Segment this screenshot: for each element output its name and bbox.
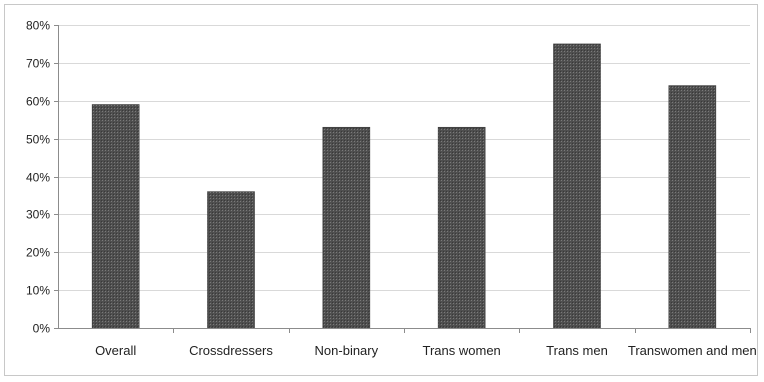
bar [91, 104, 140, 329]
y-tick-label: 60% [26, 95, 50, 109]
y-tick-label: 40% [26, 171, 50, 185]
bar [322, 126, 371, 329]
y-tick-label: 70% [26, 57, 50, 71]
bar [437, 126, 486, 329]
bar [553, 43, 601, 329]
bar [668, 85, 717, 329]
x-tick-label: Non-binary [315, 343, 379, 358]
x-tick-label: Trans men [546, 343, 608, 358]
y-tick-label: 50% [26, 133, 50, 147]
y-tick-label: 30% [26, 208, 50, 222]
axis-labels: 0% 10% 20% 30% 40% 50% 60% 70% 80% Overall Crossdr… [26, 19, 757, 359]
x-tick-label: Trans women [423, 343, 501, 358]
bar [207, 191, 255, 329]
x-tick-label: Crossdressers [189, 343, 273, 358]
axes [54, 25, 751, 333]
y-tick-label: 10% [26, 284, 50, 298]
gridlines [58, 25, 750, 291]
bars [91, 43, 717, 329]
y-tick-label: 80% [26, 19, 50, 33]
y-tick-label: 20% [26, 246, 50, 260]
y-tick-label: 0% [33, 322, 51, 336]
x-tick-label: Overall [95, 343, 136, 358]
x-tick-label: Transwomen and men [628, 343, 757, 358]
